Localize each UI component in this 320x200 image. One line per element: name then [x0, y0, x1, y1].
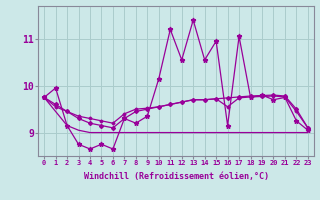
X-axis label: Windchill (Refroidissement éolien,°C): Windchill (Refroidissement éolien,°C) — [84, 172, 268, 181]
